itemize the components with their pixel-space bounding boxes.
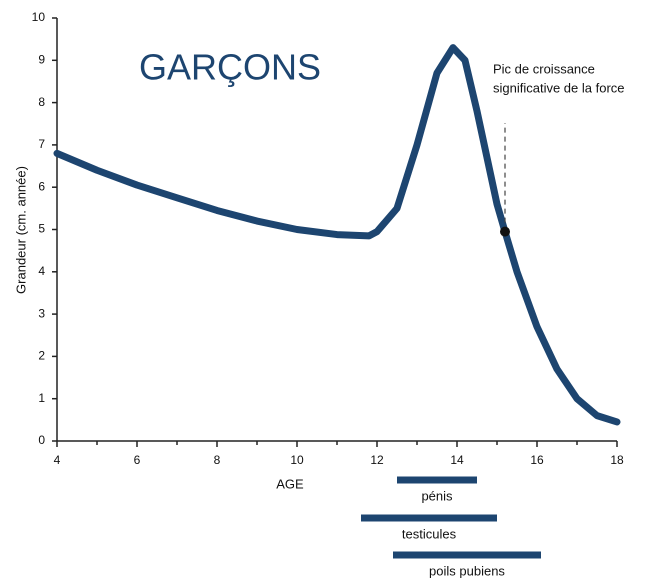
range-bar	[397, 476, 477, 484]
x-tick-label: 8	[214, 453, 221, 467]
range-label: poils pubiens	[429, 563, 505, 578]
range-bar	[361, 514, 497, 522]
range-label: testicules	[402, 526, 457, 541]
x-tick-label: 10	[290, 453, 304, 467]
y-tick-label: 9	[38, 52, 45, 66]
x-tick-label: 4	[54, 453, 61, 467]
annotation-point	[500, 226, 510, 237]
x-tick-label: 16	[530, 453, 544, 467]
y-tick-label: 2	[38, 349, 45, 363]
y-tick-label: 0	[38, 433, 45, 447]
y-tick-label: 1	[38, 391, 45, 405]
y-axis-label: Grandeur (cm. année)	[13, 166, 28, 294]
x-tick-label: 18	[610, 453, 624, 467]
annotation-text: significative de la force	[493, 80, 625, 95]
y-tick-label: 8	[38, 95, 45, 109]
range-bar	[393, 551, 541, 559]
x-tick-label: 12	[370, 453, 384, 467]
y-tick-label: 10	[32, 10, 46, 24]
growth-line	[53, 44, 621, 426]
x-tick-label: 6	[134, 453, 141, 467]
y-tick-label: 6	[38, 179, 45, 193]
chart-title: GARÇONS	[139, 47, 321, 88]
y-tick-label: 4	[38, 264, 45, 278]
annotation-text: Pic de croissance	[493, 61, 595, 76]
y-tick-label: 5	[38, 222, 45, 236]
x-tick-label: 14	[450, 453, 464, 467]
y-tick-label: 7	[38, 137, 45, 151]
range-label: pénis	[421, 488, 453, 503]
y-tick-label: 3	[38, 306, 45, 320]
x-axis-label: AGE	[276, 476, 304, 491]
